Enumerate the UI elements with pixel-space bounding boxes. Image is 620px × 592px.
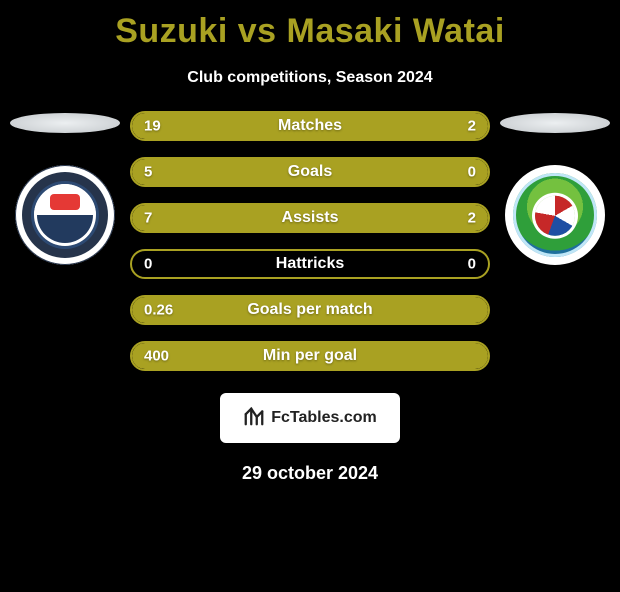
- stat-bar: 5 0 Goals: [130, 157, 490, 187]
- stat-bar: 400 Min per goal: [130, 341, 490, 371]
- left-team-badge: [15, 165, 115, 265]
- right-platform: [500, 113, 610, 133]
- stat-bar: 0 0 Hattricks: [130, 249, 490, 279]
- stat-value-right: 0: [468, 256, 476, 273]
- stat-value-right: 2: [468, 210, 476, 227]
- left-platform: [10, 113, 120, 133]
- subtitle: Club competitions, Season 2024: [0, 69, 620, 87]
- stat-value-right: 2: [468, 118, 476, 135]
- left-crest-outer: [22, 172, 108, 258]
- date-text: 29 october 2024: [0, 463, 620, 484]
- stat-value-left: 5: [144, 164, 152, 181]
- comparison-panel: 19 2 Matches 5 0 Goals 7 2 Assists 0 0 Hattricks 0.2…: [0, 111, 620, 371]
- bar-fill-right: [335, 205, 488, 231]
- page-title: Suzuki vs Masaki Watai: [0, 12, 620, 51]
- stat-label: Assists: [282, 209, 339, 227]
- left-crest-inner: [34, 184, 96, 246]
- chart-icon: [243, 405, 265, 432]
- bar-fill-left: [132, 113, 392, 139]
- right-team-badge: [505, 165, 605, 265]
- stat-bar: 19 2 Matches: [130, 111, 490, 141]
- stat-bars: 19 2 Matches 5 0 Goals 7 2 Assists 0 0 Hattricks 0.2…: [130, 111, 490, 371]
- source-badge: FcTables.com: [220, 393, 400, 443]
- stat-value-left: 0.26: [144, 302, 173, 319]
- stat-label: Hattricks: [276, 255, 344, 273]
- stat-value-right: 0: [468, 164, 476, 181]
- stat-label: Matches: [278, 117, 342, 135]
- stat-label: Goals: [288, 163, 332, 181]
- stat-label: Goals per match: [247, 301, 372, 319]
- right-crest-wrap: [505, 165, 605, 265]
- stat-label: Min per goal: [263, 347, 357, 365]
- right-crest: [513, 173, 597, 257]
- source-text: FcTables.com: [271, 409, 377, 427]
- stat-value-left: 0: [144, 256, 152, 273]
- stat-bar: 7 2 Assists: [130, 203, 490, 233]
- stat-bar: 0.26 Goals per match: [130, 295, 490, 325]
- right-side: [500, 111, 610, 265]
- stat-value-left: 400: [144, 348, 169, 365]
- stat-value-left: 7: [144, 210, 152, 227]
- stat-value-left: 19: [144, 118, 161, 135]
- left-side: [10, 111, 120, 265]
